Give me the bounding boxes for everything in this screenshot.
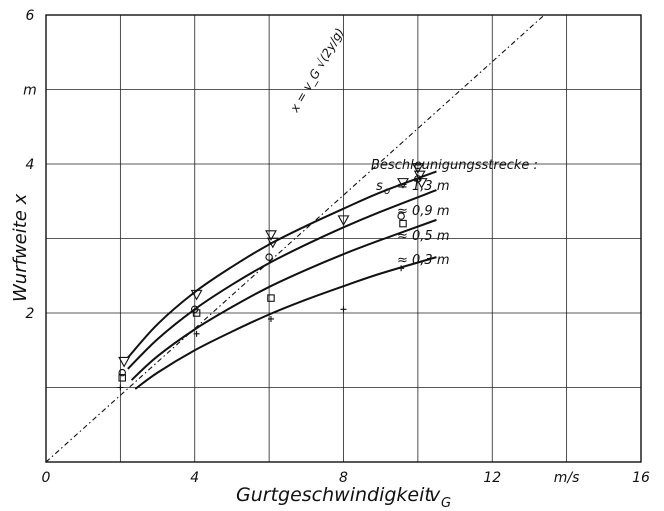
x-axis-label: Gurtgeschwindigkeit bbox=[236, 484, 433, 506]
x-tick-label: 8 bbox=[339, 470, 348, 486]
data-point-square bbox=[399, 219, 407, 228]
y-tick-label: 2 bbox=[26, 306, 35, 322]
data-point-plus bbox=[267, 315, 274, 322]
data-point-square bbox=[118, 374, 126, 382]
data-point-circle bbox=[265, 253, 273, 261]
data-point-triangle bbox=[266, 237, 279, 249]
data-point-square bbox=[192, 309, 201, 317]
data-point-circle bbox=[414, 175, 422, 183]
legend-symbol-subscript: o bbox=[384, 186, 390, 197]
y-tick-label: 6 bbox=[26, 8, 35, 24]
x-tick-label: 4 bbox=[190, 470, 199, 486]
data-point-triangle bbox=[118, 356, 131, 368]
plot-frame bbox=[45, 14, 642, 463]
y-tick-label: 4 bbox=[26, 157, 35, 173]
tick-labels: 0 4 8 12 m/s 16 2 4 m 6 bbox=[23, 8, 650, 486]
grid bbox=[45, 14, 642, 463]
legend-entry: = 1,3 m bbox=[397, 179, 450, 194]
data-point-circle bbox=[118, 368, 126, 377]
legend-symbol: s bbox=[376, 179, 383, 194]
legend: s o = 1,3 m ≈ 0,9 m ≈ 0,5 m ≈ 0,3 m bbox=[376, 179, 450, 268]
x-tick-label: 16 bbox=[632, 470, 650, 486]
series-curve bbox=[127, 170, 437, 359]
data-point-plus bbox=[193, 330, 200, 337]
data-point-plus bbox=[117, 384, 124, 391]
legend-entry: ≈ 0,9 m bbox=[397, 204, 450, 219]
y-axis-label: Wurfweite x bbox=[10, 193, 31, 302]
series-curves bbox=[127, 170, 437, 390]
data-point-triangle bbox=[397, 178, 409, 189]
legend-title: Beschleunigungsstrecke : bbox=[371, 158, 538, 173]
series-curve bbox=[134, 256, 437, 390]
legend-entry: ≈ 0,5 m bbox=[397, 229, 450, 244]
reference-line-label: x = v_G √(2y/g) bbox=[287, 26, 347, 116]
y-tick-label: m bbox=[23, 83, 37, 99]
data-points bbox=[117, 163, 428, 391]
x-axis-symbol-subscript: G bbox=[441, 496, 451, 511]
data-point-triangle bbox=[337, 215, 350, 227]
x-tick-label: 0 bbox=[42, 470, 51, 486]
data-point-triangle bbox=[190, 289, 203, 301]
data-point-plus bbox=[398, 265, 405, 272]
data-point-square bbox=[267, 294, 275, 302]
data-point-triangle bbox=[265, 230, 277, 241]
x-tick-label: 12 bbox=[483, 470, 501, 486]
legend-entry: ≈ 0,3 m bbox=[397, 253, 450, 268]
series-curve bbox=[130, 218, 437, 381]
series-curve bbox=[127, 189, 437, 370]
data-point-plus bbox=[340, 306, 347, 313]
x-axis-symbol: v bbox=[429, 484, 441, 506]
reference-line-label-text: x = v_G √(2y/g) bbox=[287, 26, 347, 116]
x-tick-label: m/s bbox=[554, 470, 580, 486]
data-point-triangle bbox=[411, 163, 424, 174]
data-point-circle bbox=[397, 212, 405, 220]
